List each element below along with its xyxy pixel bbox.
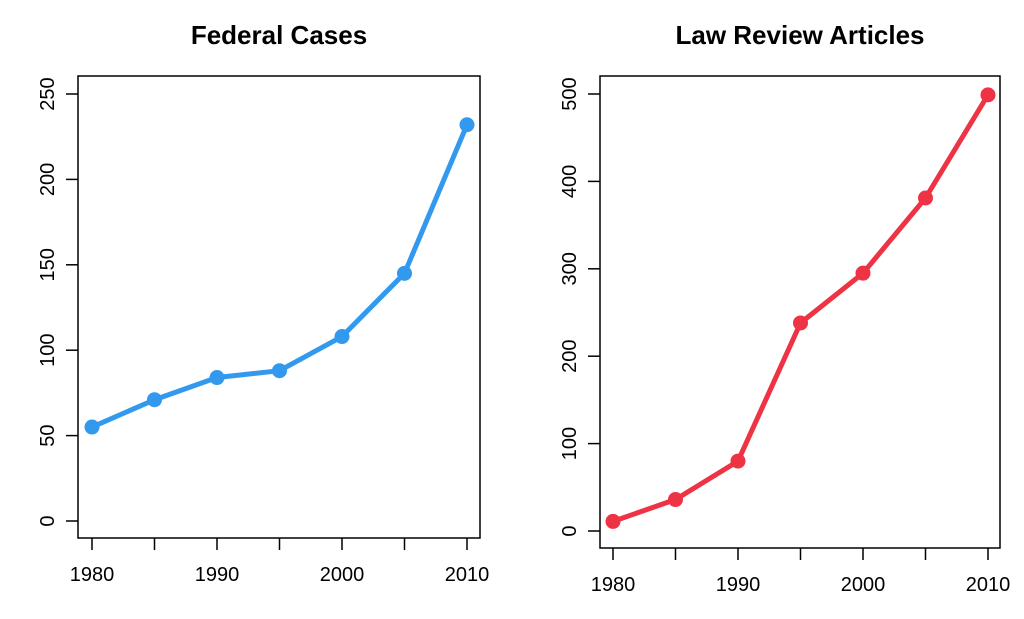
x-tick-label: 2000 <box>320 564 365 586</box>
data-point <box>272 363 287 379</box>
plot-frame <box>599 75 1001 549</box>
x-tick-label: 1980 <box>70 564 115 586</box>
series-line <box>610 92 991 524</box>
x-tick-label: 2010 <box>445 564 490 586</box>
chart-panel-2: Law Review Articles 1980 1990 2000 2010 0 100 2… <box>559 20 1010 596</box>
data-point <box>459 117 475 133</box>
y-tick-label: 200 <box>559 340 581 373</box>
data-point <box>793 315 808 331</box>
y-tick-label: 200 <box>37 163 59 196</box>
y-tick-label: 500 <box>559 77 581 110</box>
chart-panel-1: Federal Cases 1980 1990 2000 2010 0 50 100 150 20… <box>37 20 489 586</box>
data-point <box>147 392 162 408</box>
y-tick-label: 300 <box>559 252 581 285</box>
data-point <box>334 329 350 345</box>
y-tick-label: 50 <box>37 424 59 446</box>
data-point <box>605 513 621 529</box>
data-point <box>209 370 225 386</box>
y-tick-label: 150 <box>37 248 59 281</box>
x-tick-label: 2010 <box>966 574 1011 596</box>
y-tick-label: 0 <box>37 515 59 526</box>
plot-frame <box>77 75 481 539</box>
data-point <box>397 265 412 281</box>
data-point <box>668 492 683 508</box>
y-tick-label: 250 <box>37 77 59 110</box>
data-point <box>980 87 996 103</box>
y-tick-label: 100 <box>559 427 581 460</box>
data-point <box>918 190 933 206</box>
data-point <box>855 265 871 281</box>
x-tick-label: 2000 <box>841 574 886 596</box>
x-tick-label: 1990 <box>716 574 761 596</box>
chart-title: Law Review Articles <box>675 20 924 50</box>
data-point <box>84 419 100 435</box>
x-tick-label: 1980 <box>591 574 636 596</box>
chart-title: Federal Cases <box>191 20 367 50</box>
data-point <box>730 453 746 469</box>
y-tick-label: 400 <box>559 165 581 198</box>
x-tick-label: 1990 <box>195 564 240 586</box>
y-tick-label: 0 <box>559 525 581 536</box>
y-tick-label: 100 <box>37 334 59 367</box>
